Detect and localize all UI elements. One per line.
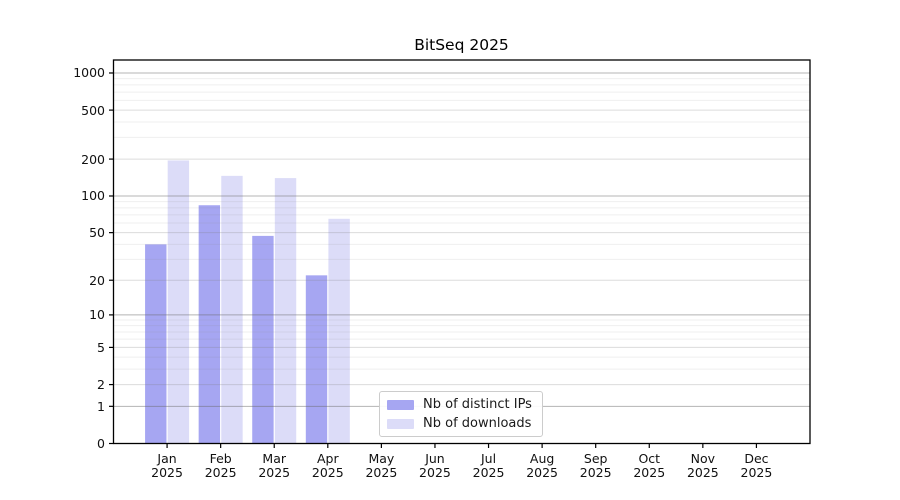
y-tick-label: 0 (97, 436, 105, 451)
y-tick-label: 2 (97, 377, 105, 393)
x-tick-label: Mar 2025 (258, 450, 291, 480)
y-tick-label: 100 (81, 188, 105, 204)
legend-label-distinct-ips: Nb of distinct IPs (423, 397, 532, 412)
x-tick-label: Oct 2025 (633, 450, 666, 480)
x-tick-label: Apr 2025 (311, 450, 344, 480)
y-tick-label: 1000 (73, 65, 105, 81)
bar-distinct-ips-apr (305, 275, 328, 444)
bar-distinct-ips-jan (145, 244, 167, 444)
legend-item-distinct-ips: Nb of distinct IPs (387, 397, 534, 412)
x-tick-label: Jun 2025 (419, 450, 451, 480)
legend: Nb of distinct IPs Nb of downloads (379, 391, 543, 437)
chart-title: BitSeq 2025 (414, 36, 509, 54)
bar-distinct-ips-feb (198, 205, 221, 444)
x-tick-label: Nov 2025 (686, 450, 719, 480)
y-tick-label: 5 (97, 339, 105, 355)
x-tick-label: Jul 2025 (472, 450, 505, 480)
y-tick-label: 500 (81, 102, 105, 118)
x-tick-label: Jan 2025 (151, 450, 183, 480)
y-tick-label: 1 (97, 398, 105, 414)
x-tick-label: Dec 2025 (740, 450, 773, 480)
legend-label-downloads: Nb of downloads (423, 416, 532, 431)
axes-spines (112, 59, 811, 445)
x-tick-label: Sep 2025 (579, 450, 612, 480)
x-tick-label: Feb 2025 (204, 450, 237, 480)
y-tick-label: 200 (81, 151, 105, 167)
x-tick-label: Aug 2025 (526, 450, 559, 480)
bar-downloads-feb (221, 175, 243, 444)
x-tick-label: May 2025 (365, 450, 398, 480)
y-tick-label: 10 (89, 307, 105, 323)
y-tick-label: 20 (89, 272, 105, 288)
bar-distinct-ips-mar (252, 235, 274, 444)
legend-item-downloads: Nb of downloads (387, 416, 534, 431)
distinct-ips-swatch-icon (387, 399, 414, 410)
bar-downloads-mar (274, 178, 297, 444)
bar-downloads-apr (328, 218, 350, 444)
y-tick-label: 50 (89, 225, 105, 241)
downloads-swatch-icon (387, 418, 414, 429)
bar-downloads-jan (167, 160, 190, 444)
